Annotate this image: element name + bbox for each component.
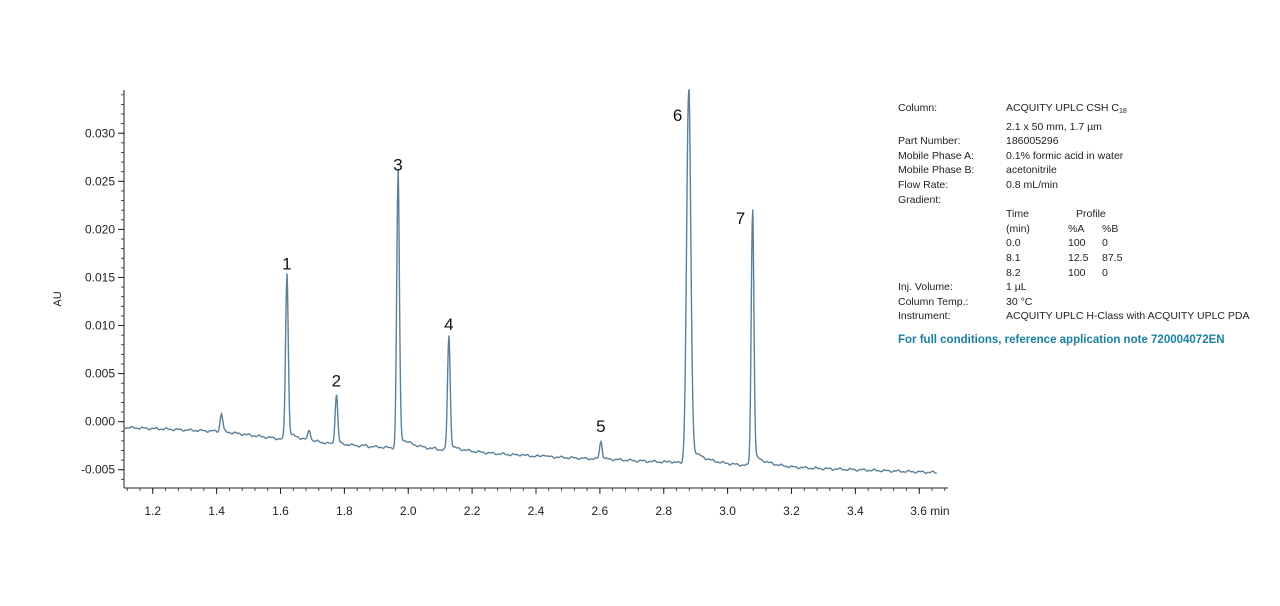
condition-label: Inj. Volume: — [898, 281, 953, 294]
condition-row: Mobile Phase A: 0.1% formic acid in water — [898, 149, 1258, 164]
gradient-column-header: (min) — [1006, 222, 1030, 235]
y-tick-label: 0.030 — [85, 126, 115, 140]
condition-row: Column Temp.: 30 °C — [898, 295, 1258, 310]
x-tick-label: 3.6 min — [910, 504, 949, 518]
y-tick-label: -0.005 — [81, 463, 115, 477]
condition-value: 30 °C — [1006, 295, 1033, 308]
gradient-cell: 0 — [1102, 266, 1108, 279]
conditions-note: For full conditions, reference applicati… — [898, 333, 1225, 346]
x-tick-label: 3.2 — [783, 504, 800, 518]
y-tick-label: 0.020 — [85, 222, 115, 236]
y-tick-label: 0.005 — [85, 367, 115, 381]
condition-label: Column Temp.: — [898, 295, 969, 308]
x-tick-label: 1.8 — [336, 504, 353, 518]
condition-value: 2.1 x 50 mm, 1.7 µm — [1006, 120, 1102, 133]
x-tick-label: 2.2 — [464, 504, 481, 518]
peak-label-5: 5 — [596, 417, 605, 436]
axes: -0.005 0.000 0.005 0.010 0.015 0.020 0.025 0.03… — [81, 90, 950, 518]
gradient-time-header: Time — [1006, 208, 1029, 221]
condition-value: 0.8 mL/min — [1006, 178, 1058, 191]
peak-label-6: 6 — [673, 106, 682, 125]
gradient-cell: 100 — [1068, 237, 1086, 250]
x-tick-label: 2.8 — [655, 504, 672, 518]
x-tick-label: 2.0 — [400, 504, 417, 518]
y-tick-label: 0.015 — [85, 270, 115, 284]
condition-value: acetonitrile — [1006, 164, 1057, 177]
condition-label: Mobile Phase B: — [898, 164, 975, 177]
y-tick-label: 0.000 — [85, 415, 115, 429]
gradient-cell: 0 — [1102, 237, 1108, 250]
gradient-cell: 87.5 — [1102, 251, 1123, 264]
condition-label: Column: — [898, 102, 938, 114]
gradient-table: (min) %A %B 0.0 100 0 8.1 12.5 87.5 8.2 100 0 — [1006, 222, 1258, 280]
condition-label — [898, 120, 1006, 135]
x-tick-label: 1.6 — [272, 504, 289, 518]
gradient-cell: 100 — [1068, 266, 1086, 279]
condition-row: Column: ACQUITY UPLC CSH C18 — [898, 101, 1258, 120]
gradient-cell: 8.2 — [1006, 266, 1021, 279]
gradient-cell: 0.0 — [1006, 237, 1021, 250]
gradient-column-header: %B — [1102, 222, 1119, 235]
condition-row: Inj. Volume: 1 µL — [898, 280, 1258, 295]
condition-value — [1006, 193, 1258, 208]
conditions-panel: Column: ACQUITY UPLC CSH C18 2.1 x 50 mm, … — [898, 101, 1258, 348]
gradient-header: Time Profile — [1006, 207, 1258, 222]
condition-row: 2.1 x 50 mm, 1.7 µm — [898, 120, 1258, 135]
condition-label: Flow Rate: — [898, 178, 949, 191]
condition-row: Part Number: 186005296 — [898, 134, 1258, 149]
x-tick-label: 2.6 — [592, 504, 609, 518]
x-tick-label: 2.4 — [528, 504, 545, 518]
gradient-profile-header: Profile — [1076, 208, 1106, 221]
condition-row: Flow Rate: 0.8 mL/min — [898, 178, 1258, 193]
y-tick-label: 0.025 — [85, 174, 115, 188]
x-tick-label: 1.2 — [144, 504, 161, 518]
condition-label: Mobile Phase A: — [898, 149, 974, 162]
condition-value-subscript: 18 — [1119, 108, 1127, 115]
condition-value: 0.1% formic acid in water — [1006, 149, 1124, 162]
gradient-cell: 8.1 — [1006, 251, 1021, 264]
condition-value: ACQUITY UPLC CSH C18 — [1006, 102, 1127, 115]
gradient-cell: 12.5 — [1068, 251, 1089, 264]
gradient-column-header: %A — [1068, 222, 1085, 235]
peak-label-7: 7 — [736, 209, 745, 228]
y-axis-label: AU — [52, 291, 64, 306]
condition-row: Mobile Phase B: acetonitrile — [898, 163, 1258, 178]
peak-label-3: 3 — [393, 155, 402, 174]
x-tick-label: 3.4 — [847, 504, 864, 518]
condition-row: Gradient: — [898, 193, 1258, 208]
condition-row: Instrument: ACQUITY UPLC H-Class with ACQ… — [898, 309, 1258, 324]
peak-label-1: 1 — [282, 254, 291, 273]
x-tick-label: 1.4 — [208, 504, 225, 518]
condition-label: Gradient: — [898, 193, 942, 206]
condition-value: 1 µL — [1006, 281, 1027, 294]
x-tick-label: 3.0 — [719, 504, 736, 518]
peak-labels: 1 2 3 4 5 6 7 — [282, 106, 745, 436]
y-tick-label: 0.010 — [85, 319, 115, 333]
condition-value: ACQUITY UPLC H-Class with ACQUITY UPLC P… — [1006, 310, 1250, 323]
condition-label: Part Number: — [898, 135, 961, 148]
condition-value: 186005296 — [1006, 135, 1059, 148]
chromatogram-trace — [123, 89, 937, 475]
peak-label-2: 2 — [332, 372, 341, 391]
condition-label: Instrument: — [898, 310, 951, 323]
peak-label-4: 4 — [444, 315, 453, 334]
